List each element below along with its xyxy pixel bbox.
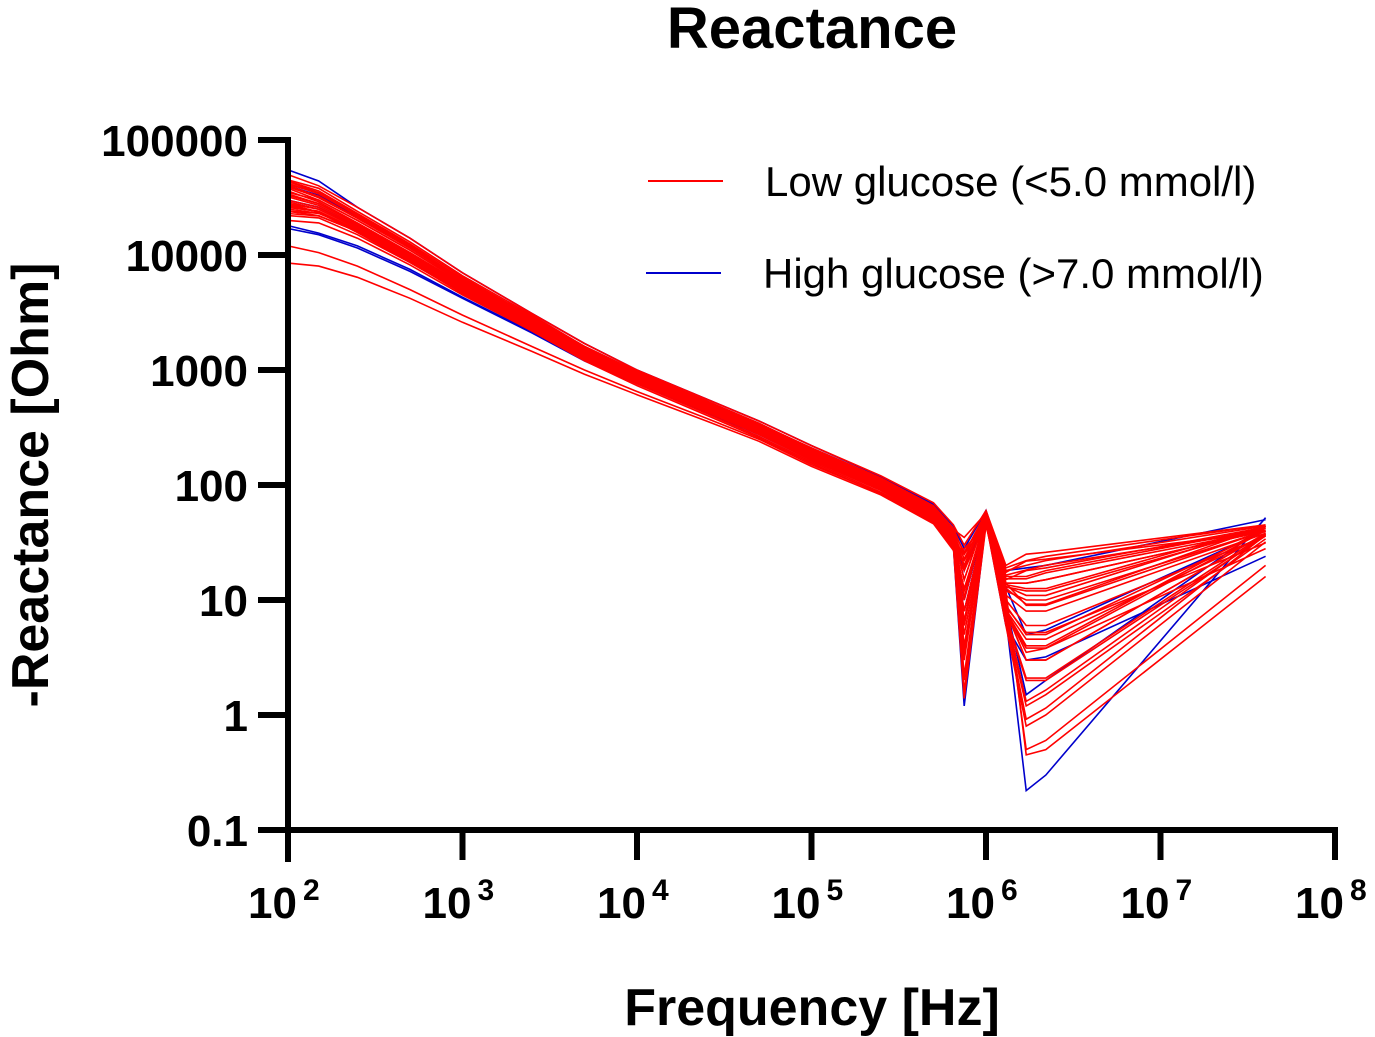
x-tick-label: 10 4	[597, 874, 669, 928]
y-ticks: 100000 10000 1000 100 10 1 0.1	[101, 117, 288, 856]
x-tick-exponent: 8	[1350, 874, 1367, 907]
x-tick-base: 10	[597, 879, 646, 928]
legend-item-low-glucose: Low glucose (<5.0 mmol/l)	[648, 158, 1256, 205]
x-tick-exponent: 7	[1175, 874, 1192, 907]
low-glucose-curve	[287, 184, 1266, 580]
x-tick-base: 10	[772, 879, 821, 928]
low-glucose-curve	[287, 183, 1266, 577]
high-glucose-curve	[287, 227, 1267, 793]
low-glucose-curve	[287, 245, 1267, 751]
chart-title: Reactance	[667, 0, 957, 61]
low-glucose-curve	[287, 182, 1266, 578]
low-glucose-curve	[287, 262, 1267, 756]
y-tick-label: 0.1	[187, 807, 248, 856]
x-tick-label: 10 7	[1121, 874, 1193, 928]
low-glucose-curve	[287, 212, 1267, 721]
x-tick-exponent: 4	[652, 874, 669, 907]
x-tick-label: 10 5	[772, 874, 844, 928]
high-glucose-curve	[287, 169, 1266, 572]
low-glucose-curve	[287, 179, 1266, 572]
x-tick-base: 10	[946, 879, 995, 928]
low-glucose-curve	[287, 185, 1266, 585]
x-tick-exponent: 2	[303, 874, 320, 907]
x-tick-exponent: 5	[826, 874, 843, 907]
x-tick-exponent: 3	[477, 874, 494, 907]
low-glucose-curve	[287, 173, 1266, 567]
legend: Low glucose (<5.0 mmol/l) High glucose (…	[646, 158, 1264, 297]
y-tick-label: 10000	[126, 232, 248, 281]
x-tick-exponent: 6	[1001, 874, 1018, 907]
x-tick-base: 10	[423, 879, 472, 928]
legend-item-high-glucose: High glucose (>7.0 mmol/l)	[646, 250, 1264, 297]
low-glucose-curve	[287, 180, 1266, 574]
y-tick-label: 1000	[150, 347, 248, 396]
x-tick-base: 10	[1295, 879, 1344, 928]
x-tick-label: 10 3	[423, 874, 495, 928]
x-tick-base: 10	[1121, 879, 1170, 928]
y-axis-label: -Reactance [Ohm]	[2, 263, 60, 708]
series-layer	[287, 169, 1267, 793]
x-tick-label: 10 6	[946, 874, 1018, 928]
y-tick-label: 1	[224, 692, 248, 741]
y-tick-label: 100	[175, 462, 248, 511]
legend-label-high-glucose: High glucose (>7.0 mmol/l)	[763, 250, 1264, 297]
low-glucose-curve	[287, 185, 1266, 585]
legend-label-low-glucose: Low glucose (<5.0 mmol/l)	[765, 158, 1256, 205]
x-axis-label: Frequency [Hz]	[624, 979, 1000, 1037]
low-glucose-curve	[287, 186, 1266, 654]
y-tick-label: 100000	[101, 117, 248, 166]
low-glucose-curve	[287, 180, 1266, 569]
x-tick-label: 10 8	[1295, 874, 1367, 928]
y-tick-label: 10	[199, 577, 248, 626]
x-ticks: 10 2 10 3 10 4 10 5 10 6 10 7 10 8	[248, 830, 1367, 928]
x-tick-base: 10	[248, 879, 297, 928]
low-glucose-curve	[287, 185, 1266, 598]
x-tick-label: 10 2	[248, 874, 320, 928]
